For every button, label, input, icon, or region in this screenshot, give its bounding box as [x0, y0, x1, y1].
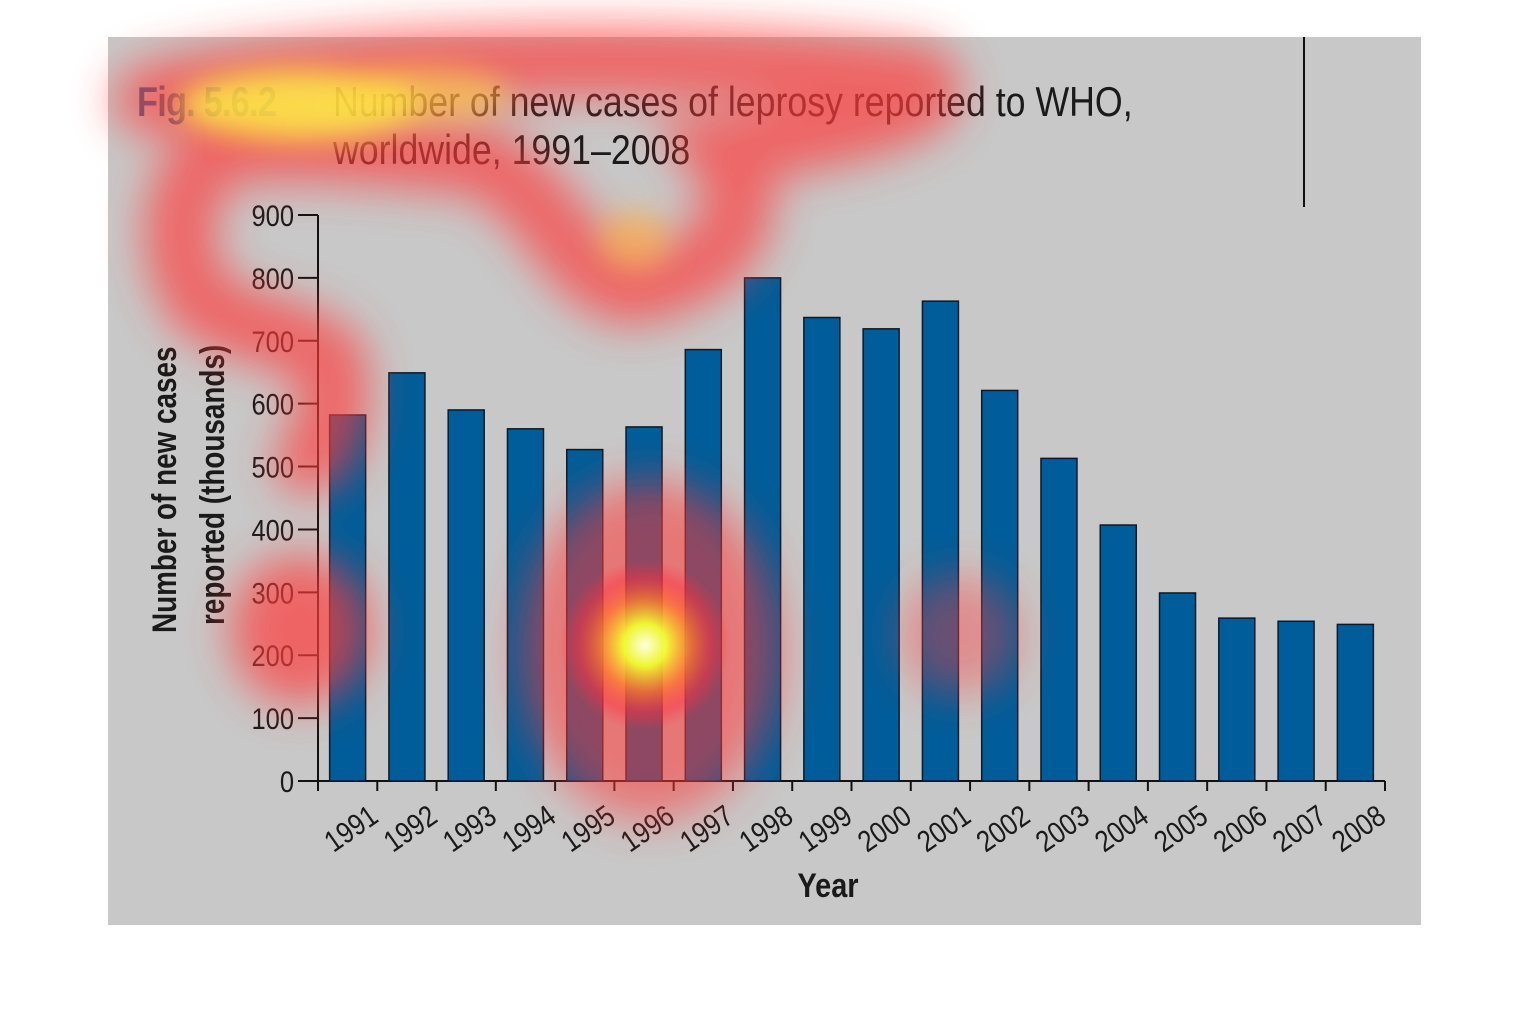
x-tick-label-2000: 2000	[852, 799, 918, 859]
bar-2003	[1040, 457, 1078, 782]
x-tick-label-2003: 2003	[1029, 799, 1095, 859]
y-axis-title-line-2: reported (thousands)	[193, 345, 231, 625]
x-tick-label-1998: 1998	[733, 799, 799, 859]
bar-1992	[388, 372, 426, 782]
x-tick-label-2008: 2008	[1326, 799, 1392, 859]
x-tick-label-2002: 2002	[970, 799, 1036, 859]
y-tick-label: 0	[280, 765, 294, 798]
bar-1995	[566, 448, 604, 782]
x-tick-label-1993: 1993	[437, 799, 503, 859]
x-axis-title: Year	[797, 866, 858, 905]
y-tick-label: 300	[251, 576, 294, 609]
bar-2004	[1099, 524, 1137, 782]
y-axis-title-line-1: Number of new cases	[145, 346, 183, 633]
x-tick-label-1999: 1999	[792, 799, 858, 859]
x-tick-label-1995: 1995	[555, 799, 621, 859]
bar-1993	[447, 409, 485, 782]
bar-2000	[862, 328, 900, 782]
y-tick-label: 500	[251, 451, 294, 484]
x-tick-label-2004: 2004	[1089, 799, 1155, 859]
bar-1994	[506, 428, 545, 782]
y-axis: 0 100 200 300 400 500 600 700 800 900	[251, 199, 319, 798]
bar-2002	[980, 389, 1019, 782]
x-tick-label-2006: 2006	[1207, 799, 1273, 859]
x-axis: 1991199219931994199519961997199819992000…	[317, 780, 1392, 859]
bar-1999	[803, 316, 841, 782]
bar-2005	[1158, 592, 1197, 782]
y-tick-label: 600	[251, 388, 294, 421]
x-tick-label-2001: 2001	[911, 799, 977, 859]
y-tick-label: 700	[251, 325, 294, 358]
x-tick-label-1994: 1994	[496, 799, 562, 859]
bar-2008	[1336, 623, 1375, 782]
bar-series	[328, 277, 1375, 782]
y-tick-label: 100	[251, 702, 294, 735]
y-tick-label: 400	[251, 514, 294, 547]
bar-2006	[1218, 617, 1256, 782]
x-tick-label-2005: 2005	[1148, 799, 1214, 859]
x-tick-label-1991: 1991	[318, 799, 384, 859]
x-tick-label-1997: 1997	[674, 799, 740, 859]
y-tick-label: 200	[251, 639, 294, 672]
bar-1991	[328, 414, 367, 782]
y-tick-label: 800	[251, 262, 294, 295]
bar-1996	[625, 426, 663, 782]
x-tick-label-2007: 2007	[1267, 799, 1333, 859]
decorative-rule	[1303, 37, 1305, 207]
bar-2001	[921, 300, 960, 782]
x-tick-label-1996: 1996	[614, 799, 680, 859]
x-tick-label-1992: 1992	[377, 799, 443, 859]
y-tick-label: 900	[251, 199, 294, 232]
bar-1997	[684, 348, 723, 782]
bar-2007	[1277, 620, 1315, 782]
bar-1998	[743, 277, 782, 782]
